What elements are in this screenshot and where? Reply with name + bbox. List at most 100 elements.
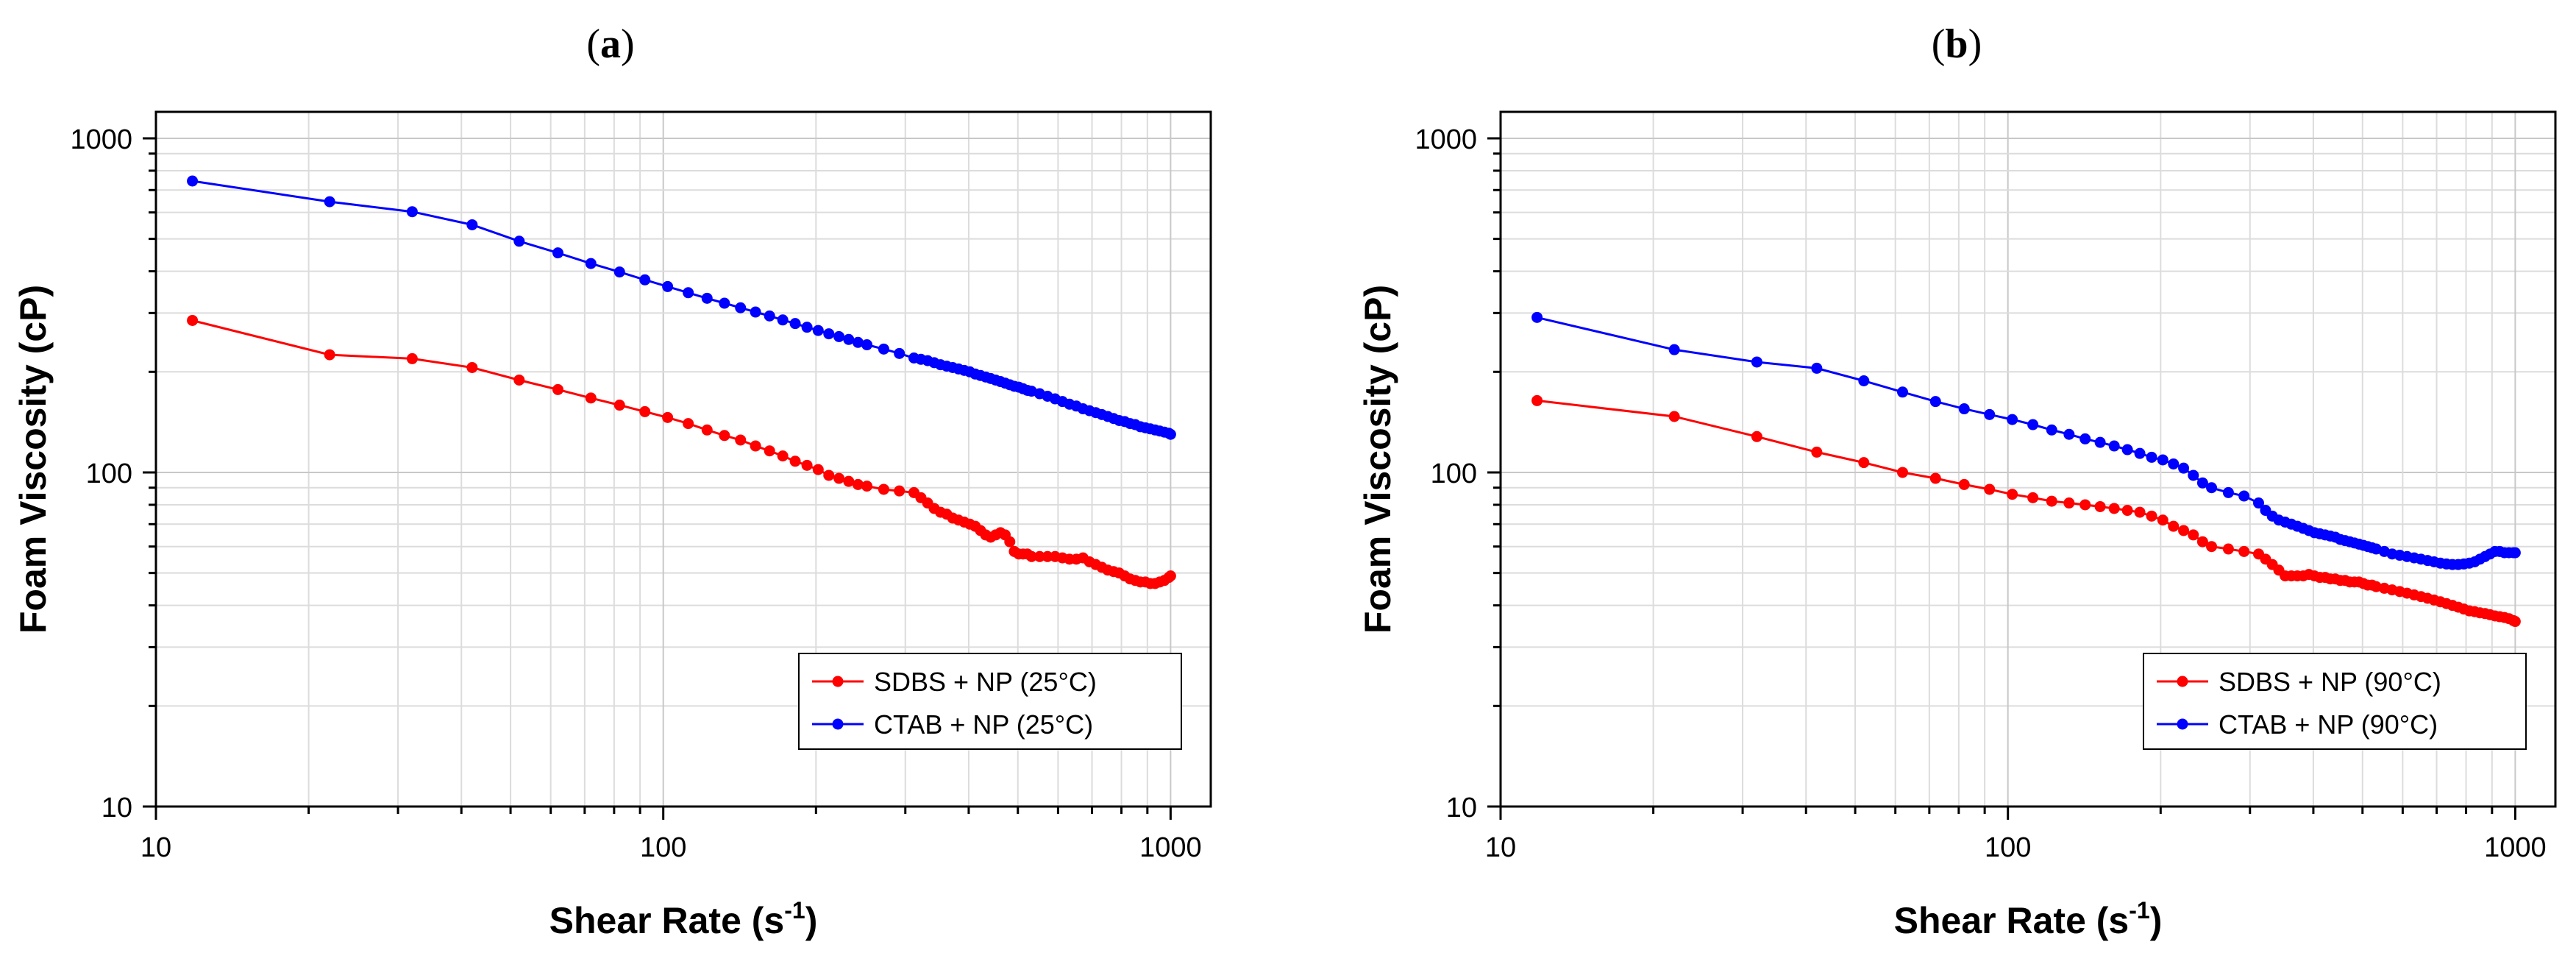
data-point [764,310,775,322]
data-point [2007,414,2018,425]
chart-panel-a: (a) 10 100 1000 10 100 1000 Shear Rate (s-1) Foa… [13,21,1212,941]
data-point [833,330,845,342]
data-point [2079,499,2091,511]
ticks [1487,137,2516,820]
data-point [812,464,824,475]
x-tick-label: 100 [640,832,686,863]
data-point [1858,457,1870,469]
data-point [894,485,905,497]
data-point [2146,510,2157,522]
data-point [894,347,905,359]
data-point [552,247,564,259]
data-point [1025,550,1037,562]
data-point [1929,396,1941,408]
panel-label: (b) [1932,21,1982,67]
data-point [2094,436,2106,448]
data-point [2121,505,2133,517]
data-point [1531,394,1543,406]
data-point [801,459,813,471]
data-point [2007,489,2018,500]
data-point [777,450,789,462]
legend-label: SDBS + NP (90°C) [2219,667,2441,697]
data-point [2063,428,2075,440]
data-point [1958,478,1970,490]
ticks [143,137,1172,820]
data-point [2188,529,2199,541]
data-point [789,318,801,330]
y-tick-label: 100 [1431,458,1477,489]
x-axis-title-main: Shear Rate (s [1894,900,2130,941]
data-point [878,343,889,355]
data-point [613,266,625,278]
data-point [1984,408,1996,420]
data-point [833,472,845,484]
series-1 [1531,394,2521,628]
x-tick-label: 10 [140,832,171,863]
data-point [2134,506,2146,518]
data-point [1033,550,1045,562]
grid [1500,112,2555,807]
y-tick-label: 10 [102,793,132,823]
data-point [2168,458,2180,469]
data-point [2238,490,2250,502]
data-point [2509,616,2521,628]
data-point [719,430,730,442]
data-point [2222,486,2234,498]
data-point [2134,447,2146,459]
data-point [2188,469,2199,481]
data-point [2108,440,2120,452]
panel-label-open-paren: ( [586,21,600,67]
legend-swatch-marker [832,718,844,730]
y-tick-label: 1000 [70,124,132,155]
data-point [1668,411,1680,422]
data-point [2027,492,2039,503]
data-point [878,483,889,495]
data-point [2222,543,2234,555]
data-point [735,302,747,313]
data-point [466,219,478,230]
data-point [701,292,713,304]
data-point [2253,497,2265,509]
data-point [823,469,835,481]
data-point [861,339,873,351]
data-point [1164,570,1176,582]
data-point [852,478,864,490]
legend-swatch-marker [2177,676,2188,687]
data-point [843,475,855,487]
data-point [187,175,199,187]
data-point [801,322,813,333]
data-point [750,306,761,318]
data-point [750,440,761,452]
data-point [585,392,597,404]
data-point [2168,520,2180,532]
y-axis-title: Foam Viscosity (cP) [1357,285,1398,634]
series-2 [1531,311,2521,570]
data-point [1929,472,1941,484]
x-axis-title-superscript: -1 [784,897,805,924]
panel-label-close-paren: ) [621,21,635,67]
data-point [2027,419,2039,430]
data-point [2121,444,2133,456]
x-axis-title-main: Shear Rate (s [549,900,785,941]
data-point [2063,497,2075,509]
x-tick-label: 1000 [2484,832,2547,863]
legend-box [2143,653,2527,750]
y-tick-label: 10 [1446,793,1477,823]
data-point [683,418,694,430]
data-point [1958,403,1970,415]
data-point [2238,545,2250,557]
legend-label: SDBS + NP (25°C) [874,667,1097,697]
panel-label: (a) [586,21,634,67]
data-point [1897,467,1909,478]
legend: SDBS + NP (25°C) CTAB + NP (25°C) [798,653,1182,750]
data-point [324,196,335,208]
data-point [662,280,674,292]
data-point [2509,547,2521,559]
data-point [2157,454,2168,466]
data-point [513,374,525,386]
data-point [843,333,855,345]
y-tick-label: 1000 [1415,124,1477,155]
x-axis-title-end: ) [2150,900,2163,941]
data-point [585,258,597,269]
